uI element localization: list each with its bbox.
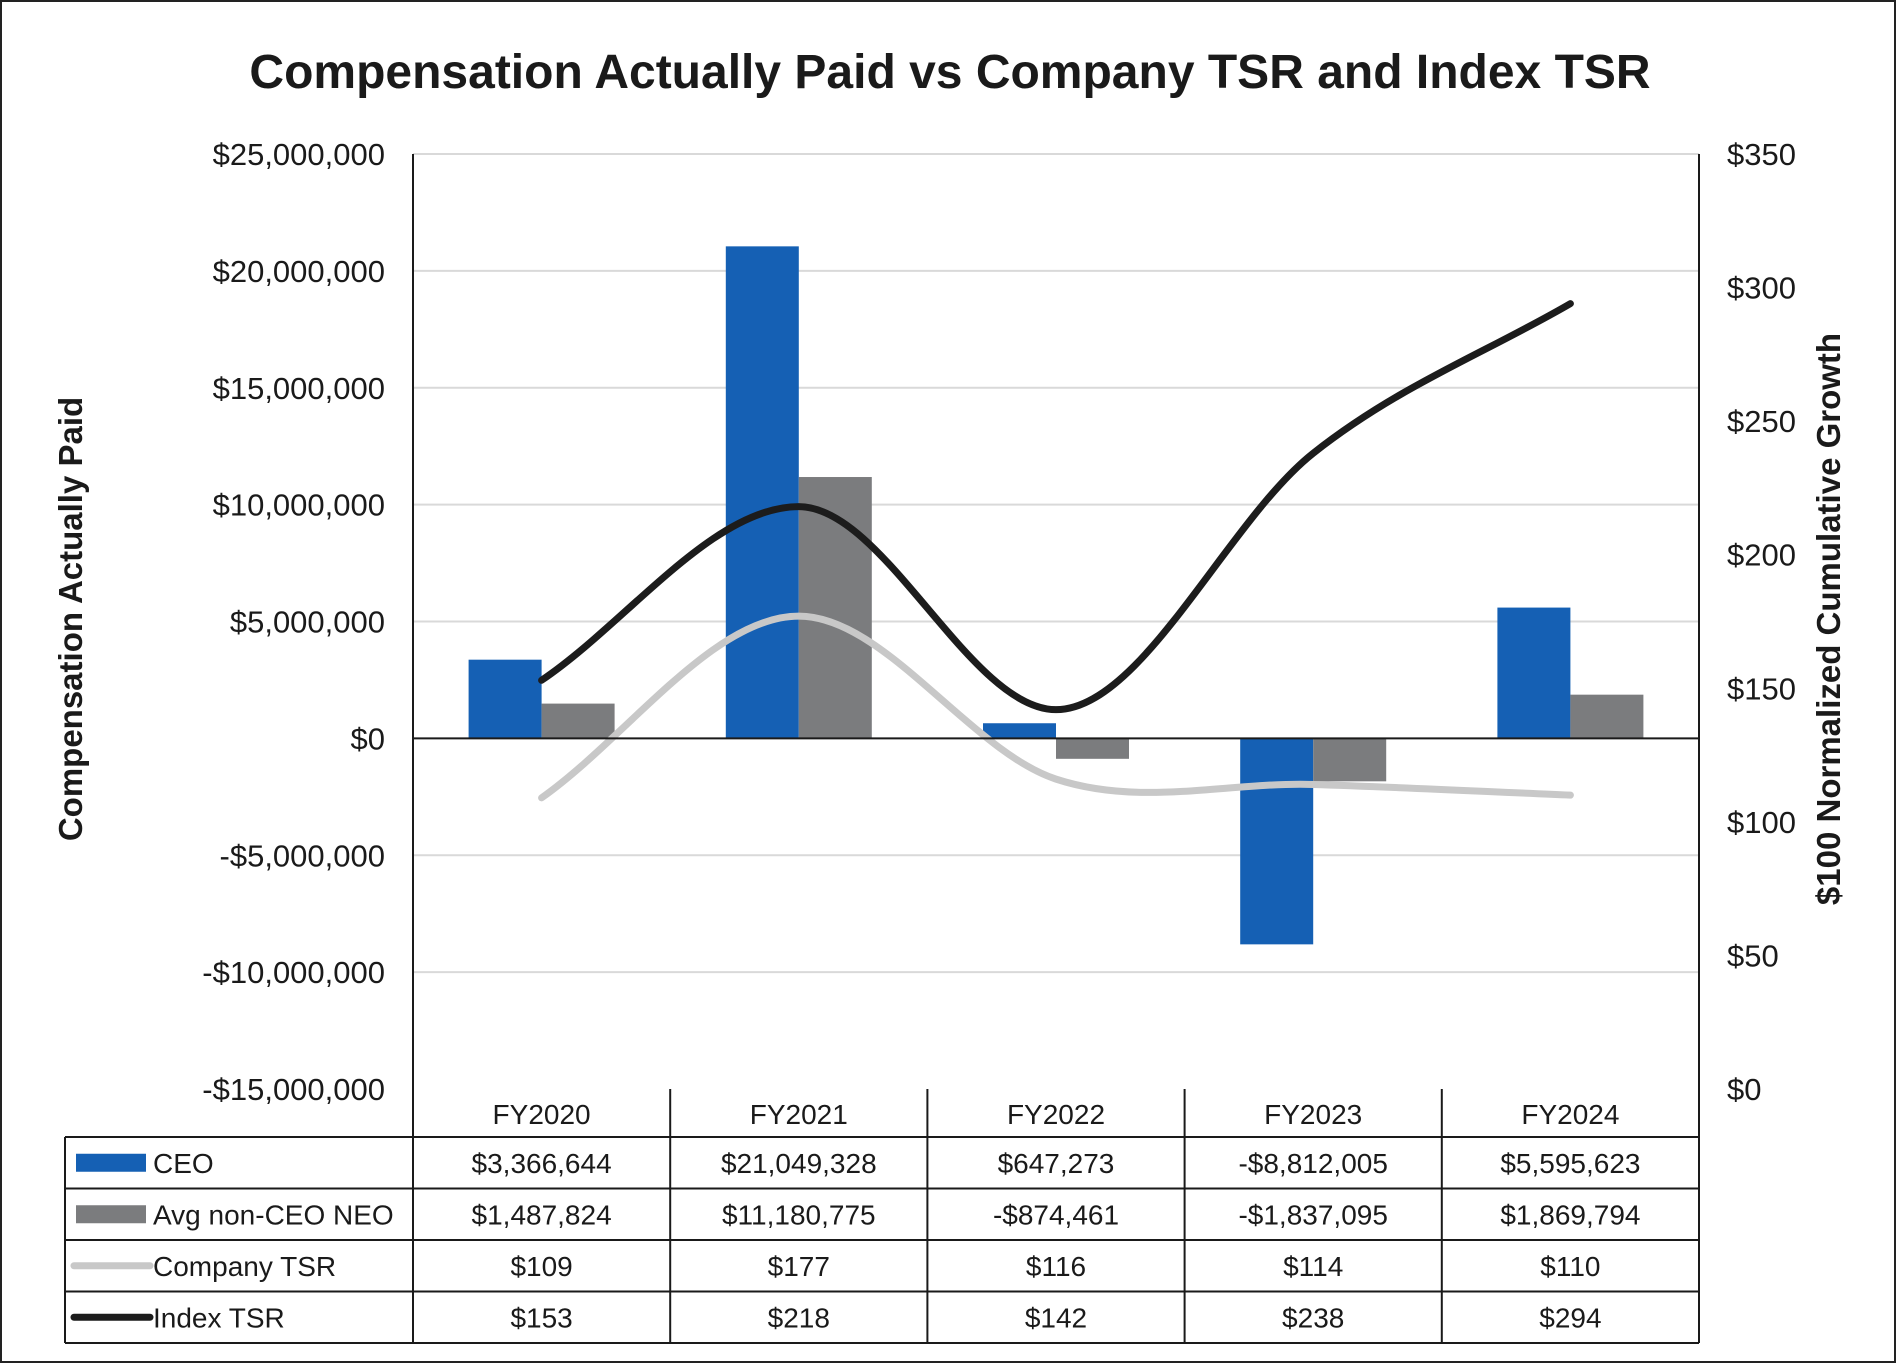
left-axis-title: Compensation Actually Paid [52,397,89,841]
line-company-tsr [538,612,1574,802]
y-tick-label: -$10,000,000 [202,955,385,990]
y-tick-label: -$5,000,000 [220,838,385,873]
y-tick-label: $10,000,000 [213,488,385,523]
table-cell: $109 [510,1251,572,1282]
table-cell: $1,487,824 [472,1199,612,1230]
y-tick-label: $20,000,000 [213,254,385,289]
bar-avg-non-ceo-neo-fy2023 [1313,738,1387,782]
legend-key-avg-non-ceo-neo [76,1205,146,1224]
y2-tick-label: $250 [1727,404,1796,439]
table-cell: $647,273 [998,1148,1115,1179]
table-cell: $177 [768,1251,830,1282]
table-cell: $110 [1540,1251,1600,1282]
table-cell: $114 [1283,1251,1343,1282]
category-label: FY2021 [750,1099,848,1130]
bar-ceo-fy2020 [468,659,542,739]
table-cell: $3,366,644 [472,1148,612,1179]
category-label: FY2020 [493,1099,591,1130]
table-cell: -$1,837,095 [1238,1199,1387,1230]
legend-label: Company TSR [153,1251,336,1282]
bar-avg-non-ceo-neo-fy2024 [1570,694,1644,739]
chart-title: Compensation Actually Paid vs Company TS… [249,46,1650,99]
table-cell: $5,595,623 [1500,1148,1640,1179]
table-cell: $1,869,794 [1500,1199,1640,1230]
right-axis-ticks: $350 $300 $250 $200 $150 $100 $50 $0 [1727,137,1796,1107]
y-tick-label: $15,000,000 [213,371,385,406]
bars-group [468,246,1644,945]
y-tick-label: $25,000,000 [213,137,385,172]
table-cell: -$8,812,005 [1238,1148,1387,1179]
bar-ceo-fy2024 [1497,607,1571,739]
y-tick-label: $0 [351,721,385,756]
y2-tick-label: $100 [1727,805,1796,840]
table-cell: -$874,461 [993,1199,1119,1230]
category-label: FY2023 [1264,1099,1362,1130]
y2-tick-label: $350 [1727,137,1796,172]
table-cell: $142 [1025,1302,1087,1333]
y2-tick-label: $50 [1727,938,1779,973]
line-index-tsr [538,300,1574,714]
category-label: FY2022 [1007,1099,1105,1130]
table-cell: $218 [768,1302,830,1333]
legend-label: CEO [153,1148,214,1179]
table-cell: $21,049,328 [721,1148,877,1179]
y-tick-label: -$15,000,000 [202,1072,385,1107]
right-axis-title: $100 Normalized Cumulative Growth [1810,333,1847,905]
bar-avg-non-ceo-neo-fy2022 [1056,738,1129,759]
legend-key-ceo [76,1153,146,1172]
y2-tick-label: $200 [1727,538,1796,573]
bar-ceo-fy2021 [725,246,799,739]
table-cell: $294 [1539,1302,1601,1333]
y-tick-label: $5,000,000 [230,605,385,640]
axes-group [412,154,1700,1089]
gridlines [413,153,1699,974]
table-cell: $238 [1282,1302,1344,1333]
table-cell: $11,180,775 [722,1199,876,1230]
legend-label: Index TSR [153,1302,285,1333]
data-table: FY2020 FY2021 FY2022 FY2023 FY2024 CEO $3,366,… [64,1089,1700,1344]
table-cell: $153 [510,1302,572,1333]
category-label: FY2024 [1521,1099,1619,1130]
bar-avg-non-ceo-neo-fy2020 [541,703,615,739]
table-cell: $116 [1026,1251,1086,1282]
bar-ceo-fy2023 [1240,738,1314,945]
left-axis-ticks: $25,000,000 $20,000,000 $15,000,000 $10,000… [202,137,385,1107]
legend-label: Avg non-CEO NEO [153,1199,394,1230]
y2-tick-label: $300 [1727,271,1796,306]
lines-group [538,300,1574,802]
y2-tick-label: $0 [1727,1072,1761,1107]
bar-ceo-fy2022 [983,723,1056,739]
y2-tick-label: $150 [1727,671,1796,706]
